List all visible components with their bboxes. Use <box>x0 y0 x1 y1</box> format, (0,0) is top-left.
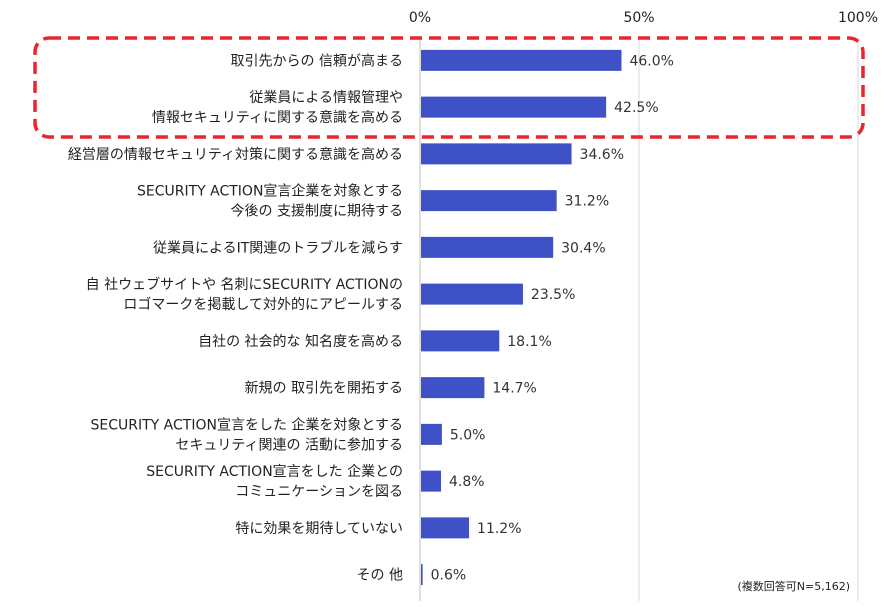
data-label: 4.8% <box>449 474 485 490</box>
bar <box>421 377 485 399</box>
x-tick-label: 0% <box>409 10 431 26</box>
category-label: 特に効果を期待していない <box>235 521 403 537</box>
bar <box>421 330 500 352</box>
bar <box>421 143 572 165</box>
data-label: 18.1% <box>507 334 551 350</box>
bar <box>421 283 523 305</box>
category-label: その 他 <box>357 568 403 584</box>
category-label: SECURITY ACTION宣言企業を対象とする <box>137 183 403 200</box>
data-label: 0.6% <box>431 568 467 584</box>
bar <box>421 423 442 445</box>
data-label: 30.4% <box>561 240 605 256</box>
category-label: ロゴマークを掲載して対外的にアピールする <box>123 296 403 313</box>
data-label: 31.2% <box>565 194 609 210</box>
category-label: 従業員による情報管理や <box>249 90 403 106</box>
bar <box>421 470 442 492</box>
category-label: コミュニケーションを図る <box>235 484 403 500</box>
category-label: 従業員によるIT関連のトラブルを減らす <box>153 239 403 256</box>
category-label: 自社の 社会的な 知名度を高める <box>198 333 403 350</box>
data-label: 42.5% <box>614 100 658 116</box>
category-label: 自 社ウェブサイトや 名刺にSECURITY ACTIONの <box>86 276 403 293</box>
data-label: 23.5% <box>531 287 575 303</box>
x-tick-label: 100% <box>838 10 878 26</box>
category-label: SECURITY ACTION宣言をした 企業との <box>146 463 403 480</box>
bar <box>421 564 423 586</box>
x-tick-label: 50% <box>623 10 654 26</box>
data-label: 14.7% <box>492 381 536 397</box>
bar <box>421 236 554 258</box>
category-label: SECURITY ACTION宣言をした 企業を対象とする <box>91 416 403 433</box>
highlight-box <box>33 36 865 139</box>
data-label: 5.0% <box>450 427 486 443</box>
category-label: 取引先からの 信頼が高まる <box>231 52 403 69</box>
category-label: セキュリティ関連の 活動に参加する <box>175 436 403 453</box>
data-label: 34.6% <box>580 147 624 163</box>
bar <box>421 49 622 71</box>
data-label: 46.0% <box>629 53 673 69</box>
category-label: 情報セキュリティに関する意識を高める <box>152 109 403 126</box>
category-label: 経営層の情報セキュリティ対策に関する意識を高める <box>68 146 403 163</box>
category-label: 今後の 支援制度に期待する <box>231 204 403 220</box>
category-label: 新規の 取引先を開拓する <box>245 381 403 397</box>
bar <box>421 517 470 539</box>
bar <box>421 96 607 118</box>
data-label: 11.2% <box>477 521 521 537</box>
sample-size-note: (複数回答可N=5,162) <box>737 579 850 593</box>
bar <box>421 190 557 212</box>
